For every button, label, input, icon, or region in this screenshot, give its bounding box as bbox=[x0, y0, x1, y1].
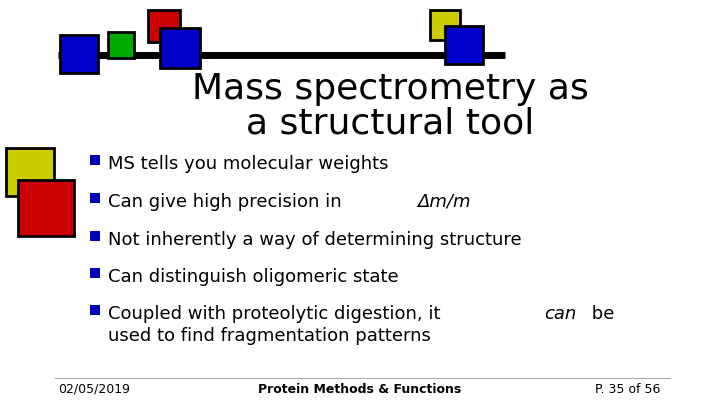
Text: used to find fragmentation patterns: used to find fragmentation patterns bbox=[108, 327, 431, 345]
Text: be: be bbox=[586, 305, 614, 323]
Text: Protein Methods & Functions: Protein Methods & Functions bbox=[258, 383, 462, 396]
Text: 02/05/2019: 02/05/2019 bbox=[58, 383, 130, 396]
Text: P. 35 of 56: P. 35 of 56 bbox=[595, 383, 660, 396]
Text: a structural tool: a structural tool bbox=[246, 106, 534, 140]
Text: Not inherently a way of determining structure: Not inherently a way of determining stru… bbox=[108, 231, 521, 249]
Bar bbox=[430, 10, 460, 40]
Bar bbox=[445, 26, 483, 64]
Bar bbox=[60, 35, 98, 73]
Bar bbox=[108, 32, 134, 58]
Bar bbox=[18, 180, 74, 236]
Bar bbox=[90, 268, 100, 278]
Bar bbox=[90, 193, 100, 203]
Bar bbox=[90, 305, 100, 315]
Text: Can distinguish oligomeric state: Can distinguish oligomeric state bbox=[108, 268, 399, 286]
Text: Can give high precision in: Can give high precision in bbox=[108, 193, 347, 211]
Text: MS tells you molecular weights: MS tells you molecular weights bbox=[108, 155, 389, 173]
Bar bbox=[90, 231, 100, 241]
Text: Δm/m: Δm/m bbox=[417, 193, 470, 211]
Bar bbox=[90, 155, 100, 165]
Bar bbox=[160, 28, 200, 68]
Text: Coupled with proteolytic digestion, it: Coupled with proteolytic digestion, it bbox=[108, 305, 446, 323]
Bar bbox=[148, 10, 180, 42]
Text: Mass spectrometry as: Mass spectrometry as bbox=[192, 72, 588, 106]
Text: can: can bbox=[544, 305, 577, 323]
Bar bbox=[6, 148, 54, 196]
